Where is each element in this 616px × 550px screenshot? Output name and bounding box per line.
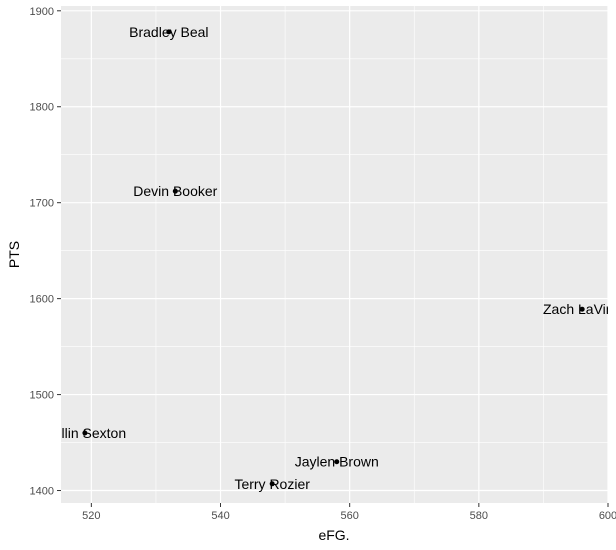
plot-panel [61, 6, 608, 503]
point-label: Terry Rozier [234, 476, 310, 492]
data-point [579, 306, 585, 312]
data-point [82, 430, 88, 436]
point-label: Jaylen Brown [295, 454, 379, 470]
x-tick-label: 600 [599, 510, 616, 522]
y-axis-title: PTS [6, 241, 22, 268]
data-point [166, 29, 172, 35]
y-tick-label: 1900 [30, 6, 54, 18]
grid-lines [61, 6, 609, 503]
y-tick-label: 1400 [30, 486, 54, 498]
y-tick-label: 1500 [30, 390, 54, 402]
point-label: Collin Sexton [44, 425, 127, 441]
data-point [334, 459, 340, 465]
x-tick-label: 580 [470, 510, 488, 522]
point-label: Zach LaVine [543, 301, 616, 317]
data-point [269, 481, 275, 487]
data-point [172, 188, 178, 194]
y-tick-label: 1700 [30, 198, 54, 210]
x-tick-label: 520 [82, 510, 100, 522]
x-tick-label: 560 [340, 510, 358, 522]
point-label: Devin Booker [133, 183, 217, 199]
x-axis-title: eFG. [318, 527, 349, 543]
y-tick-label: 1800 [30, 102, 54, 114]
point-label: Bradley Beal [129, 24, 208, 40]
y-tick-label: 1600 [30, 294, 54, 306]
data-points: Bradley Beal Devin Booker Zach LaVine Colli… [44, 24, 616, 492]
axes: 520 540 560 580 600 1400 1500 1600 1700 1800 1900 [30, 6, 616, 522]
x-tick-label: 540 [211, 510, 229, 522]
